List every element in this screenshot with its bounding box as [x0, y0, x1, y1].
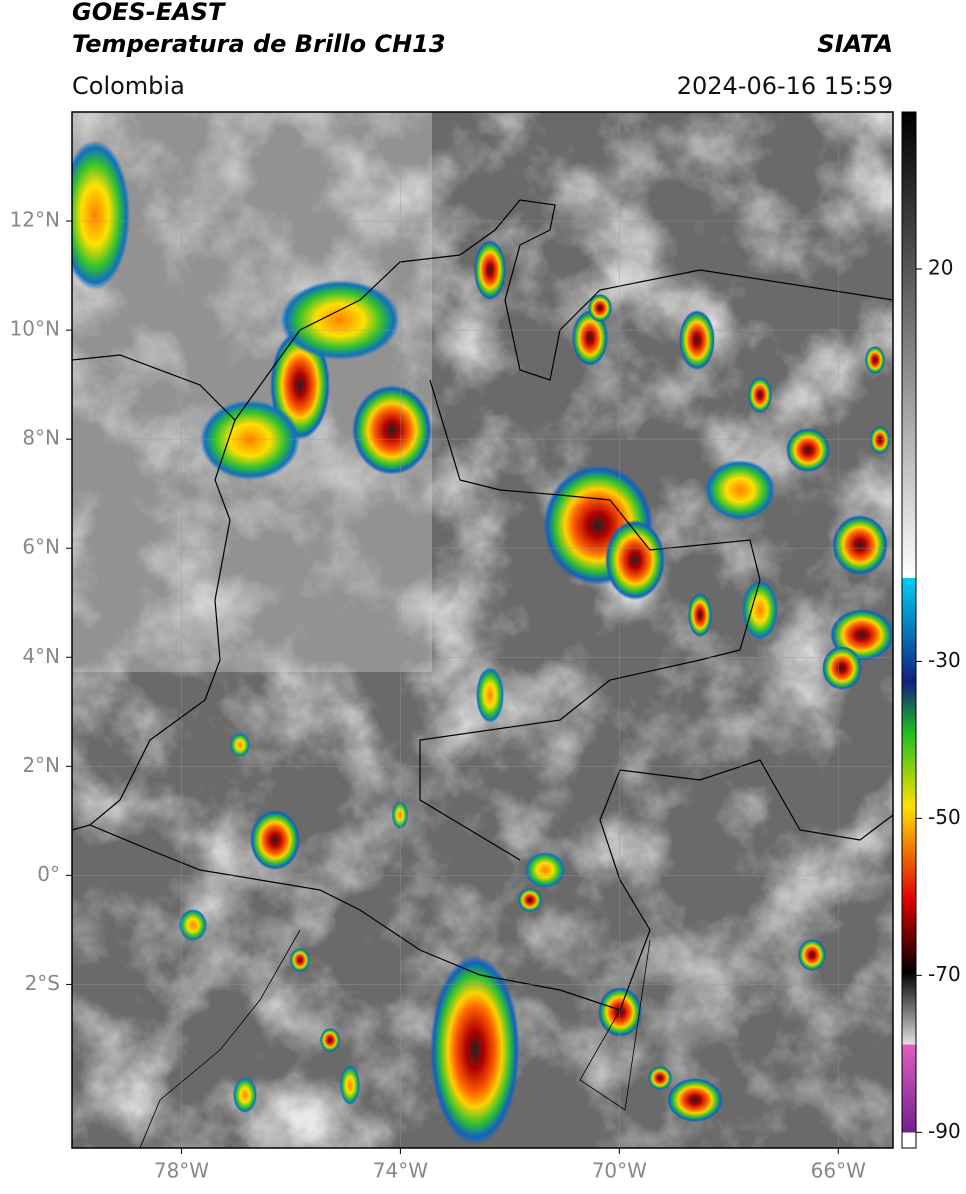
x-tick-label: 70°W: [592, 1159, 647, 1183]
storm-cell: [72, 140, 130, 290]
storm-cell: [742, 580, 778, 640]
y-tick-label: 4°N: [22, 644, 60, 668]
satellite-image: [72, 112, 893, 1148]
datetime: 2024-06-16 15:59: [677, 72, 893, 100]
storm-cell: [280, 280, 400, 360]
y-tick-label: 6°N: [22, 535, 60, 559]
storm-cell: [598, 987, 642, 1037]
x-tick-label: 74°W: [373, 1159, 428, 1183]
storm-cell: [588, 294, 612, 322]
storm-cell: [832, 515, 888, 575]
storm-cell: [798, 939, 826, 971]
storm-cell: [320, 1028, 340, 1052]
storm-cell: [822, 646, 862, 690]
storm-cell: [748, 377, 772, 413]
storm-cell: [688, 593, 712, 637]
y-tick-label: 8°N: [22, 426, 60, 450]
storm-cell: [250, 810, 300, 870]
subtitle: Temperatura de Brillo CH13: [72, 30, 446, 58]
storm-cell: [340, 1065, 360, 1105]
storm-cell: [865, 346, 885, 374]
map-frame: [71, 111, 894, 1149]
region: Colombia: [72, 72, 185, 100]
storm-cell: [233, 1077, 257, 1113]
storm-cell: [392, 801, 408, 829]
storm-cell: [200, 400, 300, 480]
y-tick-label: 10°N: [10, 317, 60, 341]
colorbar: [901, 111, 917, 1149]
source: SIATA: [817, 30, 893, 58]
colorbar-tick-label: -50: [928, 805, 961, 829]
storm-cell: [430, 955, 520, 1145]
title: GOES-EAST: [72, 0, 226, 26]
storm-cell: [786, 428, 830, 472]
y-tick-label: 2°S: [25, 971, 60, 995]
storm-cell: [870, 426, 890, 454]
storm-cell: [230, 733, 250, 757]
storm-cell: [179, 909, 207, 941]
storm-cell: [667, 1078, 723, 1122]
storm-cell: [572, 310, 608, 366]
storm-cell: [476, 667, 504, 723]
colorbar-tick-label: -90: [928, 1119, 961, 1143]
storm-cell: [525, 852, 565, 888]
storm-cell: [474, 240, 506, 300]
colorbar-tick-label: -30: [928, 648, 961, 672]
storm-cell: [290, 948, 310, 972]
x-tick-label: 66°W: [811, 1159, 866, 1183]
storm-cell: [518, 888, 542, 912]
storm-cell: [648, 1066, 672, 1090]
storm-cell: [679, 310, 715, 370]
y-tick-label: 12°N: [10, 208, 60, 232]
y-tick-label: 0°: [37, 862, 60, 886]
y-tick-label: 2°N: [22, 753, 60, 777]
x-tick-label: 78°W: [154, 1159, 209, 1183]
colorbar-tick-label: 20: [928, 255, 953, 279]
storm-cell: [705, 460, 775, 520]
colorbar-tick-label: -70: [928, 962, 961, 986]
storm-cell: [352, 385, 432, 475]
storm-cell: [605, 520, 665, 600]
